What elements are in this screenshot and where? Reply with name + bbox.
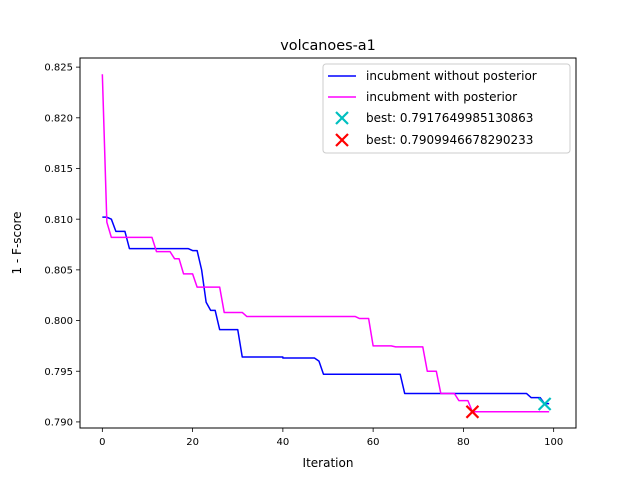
legend: incubment without posterior incubment wit… [322, 63, 571, 154]
x-tick-label: 80 [457, 437, 470, 448]
x-tick-label: 100 [544, 437, 563, 448]
x-axis-label: Iteration [303, 456, 354, 470]
legend-label: incubment without posterior [366, 69, 537, 83]
y-tick-label: 0.825 [44, 63, 73, 74]
y-axis-label: 1 - F-score [10, 211, 24, 274]
legend-label: best: 0.7909946678290233 [366, 133, 533, 147]
y-tick-label: 0.815 [44, 164, 73, 175]
best-marker-1 [537, 397, 552, 411]
legend-marker-swatch [335, 133, 349, 147]
legend-label: best: 0.7917649985130863 [366, 111, 533, 125]
x-axis: 0 20 40 60 80 100 [99, 428, 563, 448]
y-axis: 0.790 0.795 0.800 0.805 0.810 0.815 0.820 0.825 [44, 63, 80, 429]
y-tick-label: 0.795 [44, 367, 73, 378]
marker-layer [465, 397, 552, 419]
x-tick-label: 40 [277, 437, 290, 448]
legend-label: incubment with posterior [366, 90, 517, 104]
legend-box [322, 63, 571, 154]
x-tick-label: 0 [99, 437, 105, 448]
series-line-2 [101, 74, 550, 413]
best-marker-2 [465, 405, 480, 419]
y-tick-label: 0.820 [44, 113, 73, 124]
y-tick-label: 0.800 [44, 316, 73, 327]
y-tick-label: 0.790 [44, 418, 73, 429]
plot-area [79, 57, 577, 429]
x-tick-label: 20 [186, 437, 199, 448]
legend-marker-swatch [335, 111, 349, 125]
y-tick-label: 0.805 [44, 265, 73, 276]
x-tick-label: 60 [367, 437, 380, 448]
chart-title: volcanoes-a1 [280, 38, 376, 54]
series-line-1 [102, 216, 550, 405]
series-layer [101, 74, 550, 413]
y-tick-label: 0.810 [44, 215, 73, 226]
plot-frame [79, 57, 577, 429]
